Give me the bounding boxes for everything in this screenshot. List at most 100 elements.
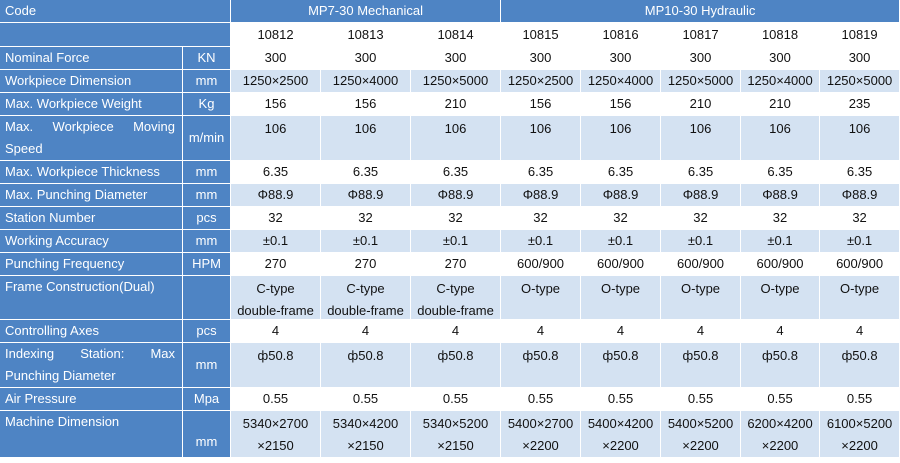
table-cell: 4 xyxy=(661,320,742,343)
table-row: Nominal Force KN 300 300 300 300 300 300 300 300 xyxy=(0,47,900,70)
cell-stack: 5400×5200 ×2200 xyxy=(661,413,740,456)
cell-line-top: 5400×5200 xyxy=(667,416,734,431)
cell-line-top: 6100×5200 xyxy=(826,416,893,431)
row-label-line: Indexing Station: Max xyxy=(5,343,175,365)
row-label: Nominal Force xyxy=(0,47,183,70)
cell-line-top: 5340×5200 xyxy=(422,416,489,431)
table-cell: 156 xyxy=(231,93,322,116)
table-cell: O-type xyxy=(581,276,662,320)
table-cell: 6.35 xyxy=(411,161,502,184)
table-row: Punching Frequency HPM 270 270 270 600/900 600… xyxy=(0,253,900,276)
model-cell: 10813 xyxy=(321,23,412,47)
table-cell: Φ88.9 xyxy=(741,184,821,207)
table-cell: 300 xyxy=(581,47,662,70)
cell-stack: 6100×5200 ×2200 xyxy=(820,413,899,456)
table-cell: 300 xyxy=(741,47,821,70)
table-cell: 210 xyxy=(661,93,742,116)
cell-line-bottom: double-frame xyxy=(417,303,494,318)
table-cell: 1250×2500 xyxy=(231,70,322,93)
row-unit: m/min xyxy=(183,116,232,161)
table-cell: 6.35 xyxy=(741,161,821,184)
table-cell: 600/900 xyxy=(661,253,742,276)
table-cell: 106 xyxy=(820,116,900,161)
table-cell: 0.55 xyxy=(581,388,662,411)
table-cell: 156 xyxy=(501,93,582,116)
table-cell: 6100×5200 ×2200 xyxy=(820,411,900,458)
table-cell: 106 xyxy=(741,116,821,161)
cell-stack: C-type double-frame xyxy=(231,278,320,318)
table-cell: C-type double-frame xyxy=(321,276,412,320)
table-cell: Φ88.9 xyxy=(231,184,322,207)
model-label-blank xyxy=(0,23,232,47)
cell-stack: C-type double-frame xyxy=(321,278,410,318)
table-cell: O-type xyxy=(741,276,821,320)
table-cell: ±0.1 xyxy=(321,230,412,253)
table-cell: O-type xyxy=(820,276,900,320)
model-row: 10812 10813 10814 10815 10816 10817 1081… xyxy=(0,23,900,47)
table-cell: 106 xyxy=(411,116,502,161)
table-cell: 6.35 xyxy=(581,161,662,184)
row-label-word: Indexing xyxy=(5,346,55,361)
cell-line-top: O-type xyxy=(601,281,641,296)
row-unit: Mpa xyxy=(183,388,232,411)
table-row: Indexing Station: Max Punching Diameter mm ф5… xyxy=(0,343,900,388)
table-cell: ф50.8 xyxy=(501,343,582,388)
table-cell: 5400×4200 ×2200 xyxy=(581,411,662,458)
table-cell: 270 xyxy=(231,253,322,276)
table-cell: 5340×4200 ×2150 xyxy=(321,411,412,458)
table-cell: 32 xyxy=(231,207,322,230)
table-cell: 6.35 xyxy=(321,161,412,184)
table-cell: ±0.1 xyxy=(501,230,582,253)
cell-line-bottom: ×2200 xyxy=(761,438,799,453)
table-cell: 6.35 xyxy=(661,161,742,184)
table-cell: Φ88.9 xyxy=(581,184,662,207)
model-cell: 10815 xyxy=(501,23,582,47)
table-cell: O-type xyxy=(501,276,582,320)
table-cell: 6.35 xyxy=(231,161,322,184)
table-cell: ф50.8 xyxy=(820,343,900,388)
table-cell: ф50.8 xyxy=(661,343,742,388)
table-cell: Φ88.9 xyxy=(321,184,412,207)
table-cell: 1250×2500 xyxy=(501,70,582,93)
table-cell: 600/900 xyxy=(581,253,662,276)
cell-line-top: O-type xyxy=(521,281,561,296)
cell-line-top: O-type xyxy=(760,281,800,296)
table-cell: 4 xyxy=(321,320,412,343)
cell-stack: C-type double-frame xyxy=(411,278,500,318)
table-cell: 210 xyxy=(741,93,821,116)
table-cell: 1250×4000 xyxy=(321,70,412,93)
cell-line-bottom: ×2150 xyxy=(257,438,294,453)
table-cell: ±0.1 xyxy=(661,230,742,253)
table-cell: Φ88.9 xyxy=(411,184,502,207)
row-label: Punching Frequency xyxy=(0,253,183,276)
row-unit: HPM xyxy=(183,253,232,276)
cell-line-bottom: double-frame xyxy=(237,303,314,318)
row-label-word: Max xyxy=(150,346,175,361)
cell-line-bottom: ×2200 xyxy=(602,438,639,453)
row-label-line: Max. Workpiece Moving xyxy=(5,116,175,138)
table-cell: 32 xyxy=(321,207,412,230)
table-row: Max. Workpiece Thickness mm 6.35 6.35 6.35 6.… xyxy=(0,161,900,184)
cell-line-top: C-type xyxy=(346,281,385,296)
model-cell: 10816 xyxy=(581,23,662,47)
table-cell: ±0.1 xyxy=(581,230,662,253)
table-cell: 0.55 xyxy=(741,388,821,411)
table-cell: Φ88.9 xyxy=(501,184,582,207)
cell-stack: 5340×2700 ×2150 xyxy=(231,413,320,456)
table-cell: ±0.1 xyxy=(820,230,900,253)
table-cell: 5340×2700 ×2150 xyxy=(231,411,322,458)
table-row: Working Accuracy mm ±0.1 ±0.1 ±0.1 ±0.1 ±0.1 ±0… xyxy=(0,230,900,253)
row-label-line: Punching Diameter xyxy=(5,368,116,383)
model-cell: 10818 xyxy=(741,23,821,47)
row-unit: mm xyxy=(183,184,232,207)
table-cell: 32 xyxy=(661,207,742,230)
model-cell: 10814 xyxy=(411,23,502,47)
table-cell: 300 xyxy=(411,47,502,70)
table-cell: ф50.8 xyxy=(321,343,412,388)
table-cell: 106 xyxy=(321,116,412,161)
row-unit xyxy=(183,276,232,320)
table-cell: O-type xyxy=(661,276,742,320)
cell-line-top: C-type xyxy=(256,281,295,296)
table-cell: 156 xyxy=(581,93,662,116)
